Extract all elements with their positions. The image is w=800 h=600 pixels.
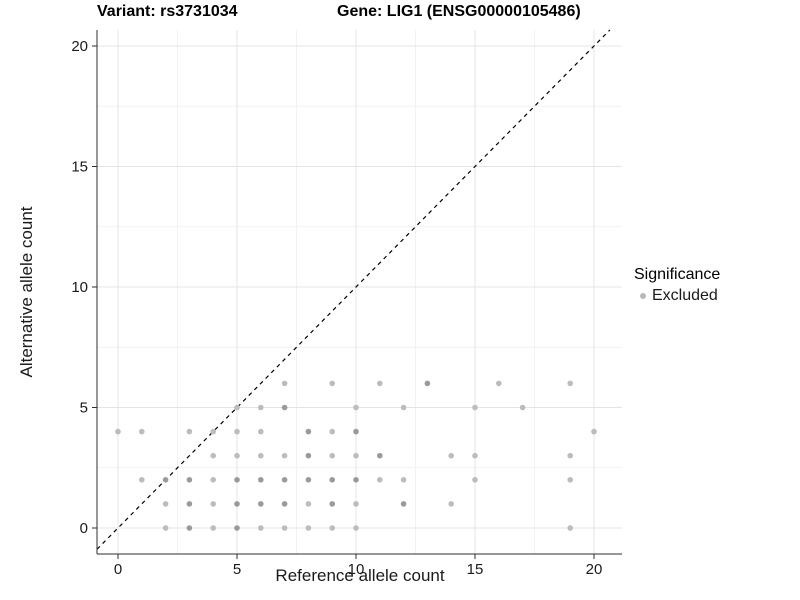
x-tick-label: 5 <box>233 561 241 578</box>
data-point <box>186 501 193 507</box>
data-point <box>400 501 407 507</box>
data-point <box>329 501 336 507</box>
legend-title: Significance <box>634 266 721 283</box>
data-point <box>472 404 478 411</box>
data-point <box>353 525 359 531</box>
data-point <box>258 477 264 483</box>
data-point <box>186 477 193 483</box>
data-point <box>186 525 193 531</box>
data-point <box>139 477 145 483</box>
data-point <box>329 452 336 459</box>
data-point <box>400 477 407 483</box>
data-point <box>353 428 359 435</box>
data-point <box>234 477 240 483</box>
data-point <box>329 380 336 387</box>
data-point <box>567 452 573 459</box>
data-point <box>162 525 169 531</box>
data-point <box>424 380 431 387</box>
data-point <box>472 477 478 483</box>
data-point <box>210 525 216 531</box>
data-point <box>567 477 573 483</box>
data-point <box>210 452 216 459</box>
data-point <box>258 452 264 459</box>
data-point <box>281 404 288 411</box>
data-point <box>234 404 240 411</box>
data-point <box>186 428 193 435</box>
data-point <box>115 428 121 435</box>
data-point <box>329 477 336 483</box>
data-point <box>139 428 145 435</box>
data-point <box>234 501 240 507</box>
data-point <box>210 477 216 483</box>
data-point <box>258 525 264 531</box>
y-tick-label: 10 <box>71 279 88 296</box>
data-point <box>377 477 383 483</box>
data-point <box>567 380 573 387</box>
data-point <box>305 452 312 459</box>
data-point <box>496 380 502 387</box>
y-tick-label: 20 <box>71 38 88 55</box>
plot-panel <box>97 30 622 554</box>
data-point <box>591 428 597 435</box>
identity-reference-line <box>96 29 611 550</box>
y-tick-label: 0 <box>80 520 88 537</box>
data-point <box>162 477 169 483</box>
plot-title-variant: Variant: rs3731034 <box>97 3 238 20</box>
data-point <box>162 501 169 507</box>
y-tick-label: 5 <box>80 400 88 417</box>
legend-item-excluded: Excluded <box>634 287 720 305</box>
data-point <box>353 477 359 483</box>
legend-key-dot-icon <box>640 293 646 299</box>
data-point <box>305 525 312 531</box>
data-point <box>281 525 288 531</box>
data-point <box>377 452 383 459</box>
data-point <box>353 501 359 507</box>
data-point <box>234 452 240 459</box>
data-point <box>234 525 240 531</box>
data-point <box>353 452 359 459</box>
data-point <box>472 452 478 459</box>
data-point <box>281 501 288 507</box>
x-tick-label: 0 <box>114 561 122 578</box>
data-point <box>258 428 264 435</box>
data-point <box>448 452 455 459</box>
data-point <box>305 501 312 507</box>
legend-item-label: Excluded <box>652 287 718 304</box>
y-axis-label: Alternative allele count <box>17 206 36 378</box>
data-point <box>329 525 336 531</box>
data-point <box>353 404 359 411</box>
data-point <box>234 428 240 435</box>
data-point <box>519 404 526 411</box>
x-axis-label: Reference allele count <box>275 566 445 585</box>
data-point <box>448 501 455 507</box>
data-point <box>281 380 288 387</box>
data-point <box>210 428 216 435</box>
y-tick-label: 15 <box>71 159 88 176</box>
data-point <box>258 501 264 507</box>
plot-title-gene: Gene: LIG1 (ENSG00000105486) <box>337 3 581 20</box>
data-point <box>305 428 312 435</box>
data-point <box>329 428 336 435</box>
data-point <box>281 452 288 459</box>
data-point <box>305 477 312 483</box>
x-tick-label: 20 <box>586 561 603 578</box>
legend: Significance Excluded <box>634 266 720 305</box>
data-point <box>567 525 573 531</box>
data-point <box>210 501 216 507</box>
data-point <box>281 477 288 483</box>
x-tick-label: 15 <box>467 561 484 578</box>
data-point <box>377 380 383 387</box>
data-point <box>258 404 264 411</box>
data-point <box>400 404 407 411</box>
x-tick-label: 10 <box>348 561 365 578</box>
